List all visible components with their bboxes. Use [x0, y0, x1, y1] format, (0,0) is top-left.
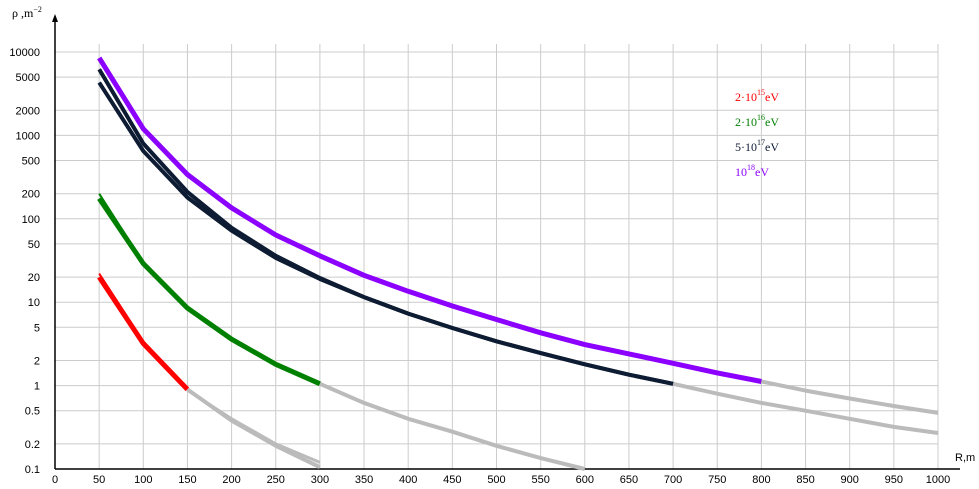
y-axis-label: ρ ,m−2 [12, 5, 42, 20]
x-tick-label: 650 [620, 474, 638, 486]
y-tick-label: 10 [28, 297, 40, 309]
series-line [97, 68, 674, 386]
y-tick-label: 0.2 [25, 439, 40, 451]
x-tick-labels: 0 50 100 150 200 250 300 350 400 450 500 550 600 650 7… [52, 474, 950, 486]
series-line [186, 388, 321, 464]
x-tick-label: 450 [443, 474, 461, 486]
y-tick-label: 0.1 [25, 464, 40, 476]
y-axis-arrow-icon [52, 14, 58, 22]
y-tick-label: 5000 [16, 72, 40, 84]
y-tick-labels: 0.1 0.2 0.5 1 2 5 10 20 50 100 200 500 1000 2000 5000 1… [9, 47, 40, 476]
y-tick-label: 1 [34, 381, 40, 393]
x-tick-label: 550 [531, 474, 549, 486]
y-tick-label: 1000 [16, 130, 40, 142]
y-tick-label: 10000 [9, 47, 40, 59]
y-tick-label: 20 [28, 272, 40, 284]
series-line [760, 379, 939, 415]
series-line [98, 193, 189, 308]
series-line [319, 381, 586, 471]
y-tick-label: 2000 [16, 105, 40, 117]
x-tick-label: 250 [267, 474, 285, 486]
x-tick-label: 50 [93, 474, 105, 486]
legend-entry: 2·1016eV [735, 113, 779, 129]
x-axis-label: R,m [955, 452, 975, 464]
x-tick-label: 800 [752, 474, 770, 486]
legend-entry: 1018eV [735, 163, 769, 179]
x-tick-label: 150 [178, 474, 196, 486]
x-tick-label: 1000 [926, 474, 950, 486]
x-tick-label: 200 [222, 474, 240, 486]
x-tick-label: 350 [355, 474, 373, 486]
y-tick-label: 2 [34, 355, 40, 367]
x-tick-label: 900 [841, 474, 859, 486]
legend-entry: 2·1015eV [735, 88, 779, 104]
y-tick-label: 200 [22, 189, 40, 201]
x-tick-label: 300 [311, 474, 329, 486]
x-tick-label: 400 [399, 474, 417, 486]
series-line [97, 275, 190, 392]
x-tick-label: 750 [708, 474, 726, 486]
grid [55, 44, 939, 470]
series-line [98, 273, 189, 389]
series-line [97, 56, 762, 384]
axes [52, 14, 960, 470]
x-tick-label: 700 [664, 474, 682, 486]
series-layer [97, 56, 939, 471]
x-tick-label: 100 [134, 474, 152, 486]
x-tick-label: 0 [52, 474, 58, 486]
x-tick-label: 500 [487, 474, 505, 486]
y-tick-label: 500 [22, 156, 40, 168]
x-tick-label: 850 [796, 474, 814, 486]
y-tick-label: 5 [34, 322, 40, 334]
legend: 2·1015eV 2·1016eV 5·1017eV 1018eV [735, 88, 779, 179]
series-line [97, 197, 321, 387]
y-tick-label: 50 [28, 239, 40, 251]
y-axis-label-sup: −2 [33, 5, 42, 14]
x-tick-label: 600 [576, 474, 594, 486]
y-tick-label: 0.5 [25, 406, 40, 418]
series-line [97, 81, 674, 386]
series-line [672, 381, 939, 435]
x-tick-label: 950 [885, 474, 903, 486]
y-tick-label: 100 [22, 214, 40, 226]
legend-entry: 5·1017eV [735, 138, 779, 154]
